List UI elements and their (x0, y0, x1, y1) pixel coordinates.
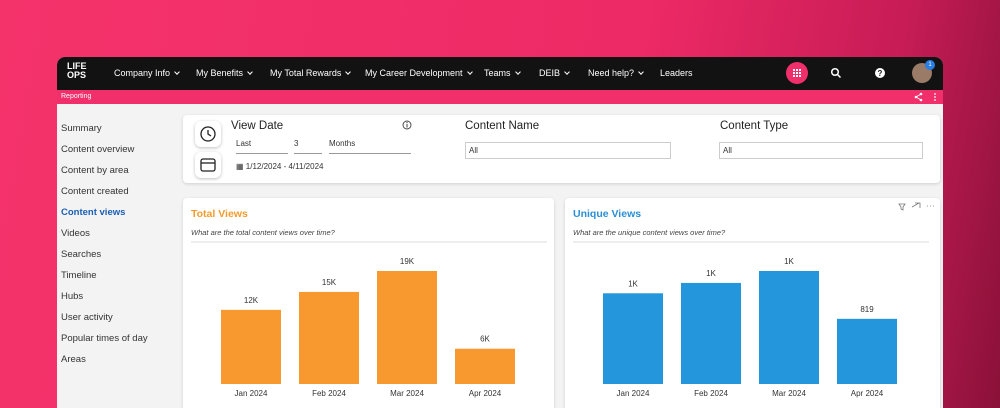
sidebar-item[interactable]: Areas (61, 354, 86, 365)
nav-item[interactable]: My Total Rewards (270, 68, 350, 78)
bar-icons[interactable] (913, 92, 937, 102)
chart-title: Unique Views (573, 208, 641, 220)
x-tick-label: Feb 2024 (694, 389, 728, 398)
sidebar: Summary Content overview Content by area Co… (57, 104, 175, 408)
sidebar-item[interactable]: Videos (61, 228, 90, 239)
count-input[interactable]: 3 (294, 139, 322, 154)
date-range-text: 1/12/2024 - 4/11/2024 (245, 162, 324, 171)
nav-item[interactable]: DEIB (539, 68, 569, 78)
badge: 1 (925, 60, 935, 70)
sidebar-item[interactable]: Content created (61, 186, 129, 197)
period-select[interactable]: Last (236, 139, 288, 154)
bar (377, 271, 437, 384)
sidebar-item[interactable]: Timeline (61, 270, 97, 281)
x-tick-label: Mar 2024 (390, 389, 424, 398)
info-icon[interactable] (402, 120, 412, 130)
x-tick-label: Jan 2024 (617, 389, 650, 398)
apps-button[interactable] (786, 62, 808, 84)
content-name-select[interactable]: All (465, 142, 671, 159)
select-value: All (723, 146, 732, 155)
breadcrumb-bar: Reporting (57, 90, 943, 104)
value-label: 819 (860, 305, 874, 314)
filter-label: Content Name (465, 120, 540, 132)
calendar-icon[interactable] (195, 152, 221, 178)
unit-select[interactable]: Months (329, 139, 411, 154)
content-type-select[interactable]: All (719, 142, 923, 159)
date-range: ▦ 1/12/2024 - 4/11/2024 (236, 162, 324, 171)
sidebar-item[interactable]: Searches (61, 249, 102, 260)
value-label: 1K (706, 269, 716, 278)
nav-item[interactable]: Company Info (114, 68, 179, 78)
chart-card: Total Views What are the total content vi… (183, 198, 554, 408)
x-tick-label: Jan 2024 (235, 389, 268, 398)
nav-item[interactable]: My Career Development (365, 68, 472, 78)
select-value: Months (329, 139, 356, 148)
top-nav: LIFE OPS Company Info My Benefits My Total… (57, 57, 943, 90)
sidebar-item[interactable]: Popular times of day (61, 333, 148, 344)
x-tick-label: Mar 2024 (772, 389, 806, 398)
help-icon[interactable]: ? (874, 67, 886, 79)
bar (603, 293, 663, 384)
bar (299, 291, 359, 384)
bar (681, 282, 741, 384)
value-label: 1K (628, 279, 638, 288)
app-window: LIFE OPS Company Info My Benefits My Total… (57, 57, 943, 408)
bar (759, 271, 819, 384)
logo[interactable]: LIFE OPS (67, 62, 87, 80)
x-tick-label: Feb 2024 (312, 389, 346, 398)
input-value: 3 (294, 139, 299, 148)
nav-item[interactable]: My Benefits (196, 68, 252, 78)
bar (455, 348, 515, 384)
nav-item[interactable]: Teams (484, 68, 520, 78)
breadcrumb[interactable]: Reporting (61, 93, 92, 100)
bar (837, 318, 897, 384)
bar (221, 309, 281, 384)
select-value: All (469, 146, 478, 155)
chart: Unique Views What are the unique content … (573, 202, 934, 398)
apps-icon (793, 69, 801, 77)
logo-line: LIFE (67, 61, 87, 71)
chart-title: Total Views (191, 208, 248, 220)
x-tick-label: Apr 2024 (469, 389, 502, 398)
sidebar-item[interactable]: Content views (61, 207, 126, 218)
x-tick-label: Apr 2024 (851, 389, 884, 398)
sidebar-item[interactable]: Hubs (61, 291, 84, 302)
search-icon[interactable] (830, 67, 842, 79)
nav-item[interactable]: Leaders (660, 68, 693, 78)
value-label: 1K (784, 257, 794, 266)
filter-label: View Date (231, 120, 284, 132)
sidebar-item[interactable]: Summary (61, 123, 102, 134)
chart-subtitle: What are the total content views over ti… (191, 228, 336, 237)
sidebar-item[interactable]: User activity (61, 312, 113, 323)
logo-line: OPS (67, 70, 87, 80)
value-label: 19K (400, 257, 415, 266)
value-label: 12K (244, 296, 259, 305)
chart-card: Unique Views What are the unique content … (565, 198, 940, 408)
filter-label: Content Type (720, 120, 789, 132)
select-value: Last (236, 139, 252, 148)
sidebar-item[interactable]: Content by area (61, 165, 129, 176)
card-icons (898, 202, 934, 211)
chart-subtitle: What are the unique content views over t… (573, 228, 726, 237)
clock-icon[interactable] (195, 121, 221, 147)
value-label: 6K (480, 335, 490, 344)
chart: Total Views What are the total content vi… (191, 208, 547, 398)
value-label: 15K (322, 278, 337, 287)
filter-card: View Date Last 3 Months ▦ 1/12/2024 - 4/… (183, 115, 940, 183)
sidebar-item[interactable]: Content overview (61, 144, 135, 155)
svg-text:?: ? (878, 69, 883, 78)
nav-item[interactable]: Need help? (588, 68, 643, 78)
